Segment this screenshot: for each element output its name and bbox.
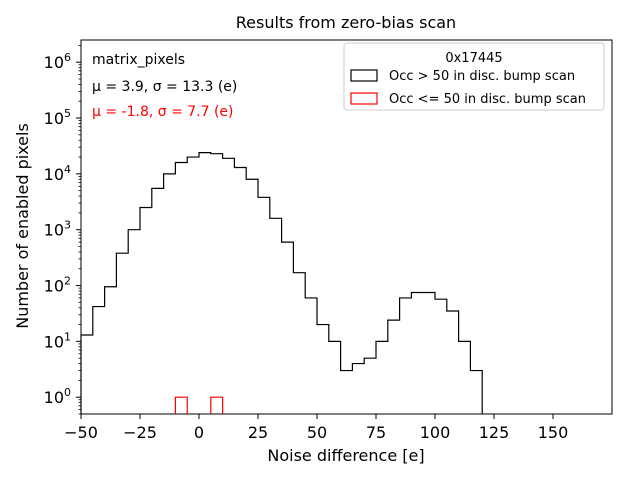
plot-border (80, 39, 613, 415)
y-axis-label: Number of enabled pixels (13, 123, 32, 329)
annotation-stats-all: μ = 3.9, σ = 13.3 (e) (92, 79, 237, 95)
y-tick-label: 106 (44, 51, 71, 72)
histogram-series-0 (80, 152, 483, 414)
y-tick-label: 104 (44, 163, 71, 184)
x-axis-label: Noise difference [e] (267, 446, 424, 465)
y-tick-label: 101 (44, 330, 71, 351)
y-axis: 100 101 102 103 104 105 106 (44, 45, 81, 415)
x-tick-label: 75 (366, 423, 386, 442)
x-tick-label: −25 (123, 423, 157, 442)
legend-frame (343, 42, 605, 111)
x-axis: −50 −25 0 25 50 75 100 125 150 (64, 414, 568, 442)
y-tick-label: 102 (44, 275, 71, 296)
x-tick-label: 100 (420, 423, 451, 442)
plot-area (80, 39, 613, 415)
x-tick-label: 50 (307, 423, 327, 442)
y-tick-label: 100 (44, 386, 71, 407)
histogram-series-1 (174, 396, 224, 414)
x-tick-label: 150 (538, 423, 569, 442)
legend-swatch-occ-high (350, 69, 378, 82)
x-tick-label: 25 (248, 423, 268, 442)
y-tick-label: 103 (44, 219, 71, 240)
x-tick-label: 0 (194, 423, 204, 442)
annotation-name: matrix_pixels (92, 52, 185, 68)
legend-swatch-occ-low (350, 92, 378, 105)
chart-title: Results from zero-bias scan (236, 13, 456, 32)
legend-label-occ-low: Occ <= 50 in disc. bump scan (389, 92, 586, 107)
x-tick-label: 125 (479, 423, 510, 442)
x-tick-label: −50 (64, 423, 98, 442)
legend-title: 0x17445 (445, 51, 502, 66)
legend-label-occ-high: Occ > 50 in disc. bump scan (389, 69, 575, 84)
y-tick-label: 105 (44, 107, 71, 128)
annotation-stats-low-occ: μ = -1.8, σ = 7.7 (e) (92, 104, 234, 120)
series-layer (80, 152, 483, 414)
legend: 0x17445 Occ > 50 in disc. bump scan Occ … (343, 42, 605, 111)
